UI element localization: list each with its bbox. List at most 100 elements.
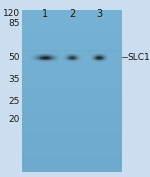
Bar bbox=[44, 58, 45, 59]
Bar bbox=[64, 59, 65, 60]
Bar bbox=[73, 59, 74, 60]
Bar bbox=[39, 56, 40, 57]
Bar bbox=[47, 54, 48, 55]
Bar bbox=[22, 107, 122, 111]
Bar bbox=[22, 10, 122, 14]
Bar bbox=[53, 54, 54, 55]
Bar bbox=[44, 57, 45, 58]
Bar bbox=[104, 57, 105, 58]
Bar bbox=[53, 61, 54, 62]
Bar bbox=[63, 59, 64, 60]
Bar bbox=[64, 56, 65, 57]
Bar bbox=[41, 57, 42, 58]
Bar bbox=[95, 53, 96, 54]
Bar bbox=[22, 22, 122, 26]
Bar bbox=[75, 60, 76, 61]
Bar bbox=[92, 56, 93, 57]
Bar bbox=[92, 54, 93, 55]
Bar bbox=[41, 54, 42, 55]
Bar bbox=[65, 54, 66, 55]
Bar bbox=[22, 103, 122, 107]
Bar bbox=[49, 61, 50, 62]
Bar bbox=[93, 55, 94, 56]
Bar bbox=[22, 148, 122, 152]
Bar bbox=[22, 168, 122, 172]
Bar bbox=[38, 57, 39, 58]
Bar bbox=[93, 60, 94, 61]
Bar bbox=[22, 91, 122, 95]
Bar bbox=[41, 55, 42, 56]
Bar bbox=[58, 56, 59, 57]
Bar bbox=[104, 60, 105, 61]
Bar bbox=[55, 54, 56, 55]
Bar bbox=[33, 57, 34, 58]
Bar bbox=[72, 55, 73, 56]
Bar bbox=[54, 58, 55, 59]
Bar bbox=[75, 53, 76, 54]
Bar bbox=[65, 55, 66, 56]
Bar bbox=[36, 58, 37, 59]
Bar bbox=[55, 60, 56, 61]
Bar bbox=[74, 54, 75, 55]
Bar bbox=[72, 56, 73, 57]
Bar bbox=[57, 59, 58, 60]
Bar bbox=[32, 58, 33, 59]
Bar bbox=[43, 59, 44, 60]
Bar bbox=[97, 55, 98, 56]
Bar bbox=[105, 55, 106, 56]
Bar bbox=[104, 61, 105, 62]
Bar bbox=[67, 55, 68, 56]
Bar bbox=[66, 54, 67, 55]
Bar bbox=[98, 60, 99, 61]
Bar bbox=[77, 54, 78, 55]
Bar bbox=[56, 55, 57, 56]
Bar bbox=[43, 57, 44, 58]
Bar bbox=[105, 60, 106, 61]
Bar bbox=[42, 54, 43, 55]
Bar bbox=[92, 61, 93, 62]
Bar bbox=[75, 57, 76, 58]
Bar bbox=[71, 57, 72, 58]
Bar bbox=[36, 57, 37, 58]
Bar bbox=[75, 56, 76, 57]
Text: SLC16A2: SLC16A2 bbox=[127, 53, 150, 61]
Bar bbox=[67, 59, 68, 60]
Bar bbox=[22, 42, 122, 46]
Bar bbox=[95, 56, 96, 57]
Bar bbox=[92, 60, 93, 61]
Bar bbox=[99, 53, 100, 54]
Bar bbox=[56, 60, 57, 61]
Bar bbox=[69, 58, 70, 59]
Bar bbox=[58, 57, 59, 58]
Bar bbox=[78, 54, 79, 55]
Bar bbox=[58, 60, 59, 61]
Bar bbox=[98, 56, 99, 57]
Bar bbox=[47, 56, 48, 57]
Bar bbox=[43, 53, 44, 54]
Bar bbox=[43, 58, 44, 59]
Bar bbox=[72, 58, 73, 59]
Bar bbox=[22, 160, 122, 164]
Bar bbox=[34, 61, 35, 62]
Bar bbox=[58, 59, 59, 60]
Bar bbox=[78, 55, 79, 56]
Bar bbox=[102, 56, 103, 57]
Bar bbox=[71, 53, 72, 54]
Bar bbox=[68, 53, 69, 54]
Bar bbox=[33, 55, 34, 56]
Text: 1: 1 bbox=[42, 9, 48, 19]
Bar bbox=[40, 60, 41, 61]
Bar bbox=[107, 55, 108, 56]
Bar bbox=[99, 61, 100, 62]
Bar bbox=[47, 60, 48, 61]
Bar bbox=[48, 60, 49, 61]
Bar bbox=[49, 58, 50, 59]
Bar bbox=[48, 54, 49, 55]
Bar bbox=[105, 58, 106, 59]
Bar bbox=[34, 54, 35, 55]
Bar bbox=[47, 55, 48, 56]
Text: 3: 3 bbox=[96, 9, 102, 19]
Bar bbox=[101, 56, 102, 57]
Bar bbox=[90, 55, 91, 56]
Bar bbox=[69, 61, 70, 62]
